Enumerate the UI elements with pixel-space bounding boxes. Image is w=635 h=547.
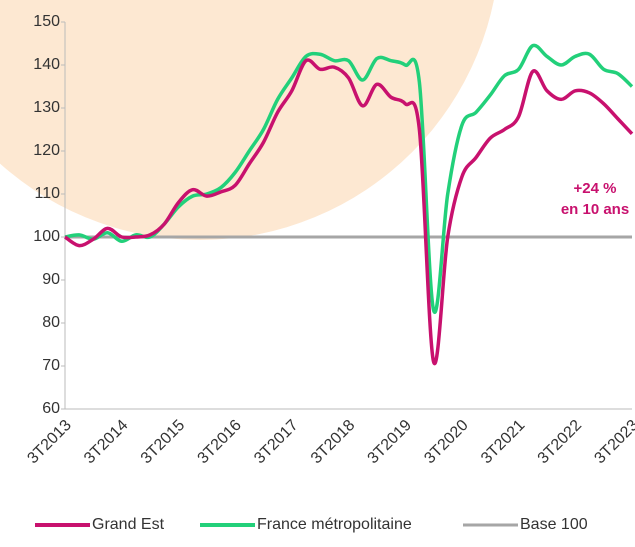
x-tick-label: 3T2018 bbox=[308, 417, 358, 467]
y-tick-label: 110 bbox=[34, 185, 60, 202]
x-tick-label: 3T2023 bbox=[591, 417, 635, 467]
y-tick-label: 70 bbox=[42, 357, 60, 374]
x-tick-label: 3T2015 bbox=[138, 417, 188, 467]
y-tick-label: 80 bbox=[42, 314, 60, 331]
x-tick-label: 3T2022 bbox=[535, 417, 585, 467]
y-tick-label: 130 bbox=[33, 99, 60, 116]
y-tick-label: 60 bbox=[42, 400, 60, 417]
x-tick-label: 3T2019 bbox=[365, 417, 415, 467]
legend-label: Base 100 bbox=[520, 516, 588, 533]
x-tick-label: 3T2013 bbox=[24, 417, 74, 467]
y-tick-label: 100 bbox=[33, 228, 60, 245]
y-tick-label: 140 bbox=[33, 56, 60, 73]
legend-label: France métropolitaine bbox=[257, 516, 412, 533]
chart: 607080901001101201301401503T20133T20143T… bbox=[0, 0, 635, 547]
x-tick-label: 3T2021 bbox=[478, 417, 528, 467]
y-tick-label: 120 bbox=[33, 142, 60, 159]
x-tick-label: 3T2016 bbox=[195, 417, 245, 467]
legend-label: Grand Est bbox=[92, 516, 165, 533]
annotation: en 10 ans bbox=[561, 201, 629, 218]
x-tick-label: 3T2014 bbox=[81, 417, 131, 467]
y-tick-label: 150 bbox=[33, 13, 60, 30]
x-tick-label: 3T2020 bbox=[421, 417, 471, 467]
annotation: +24 % bbox=[574, 180, 617, 197]
x-tick-label: 3T2017 bbox=[251, 417, 301, 467]
y-tick-label: 90 bbox=[42, 271, 60, 288]
